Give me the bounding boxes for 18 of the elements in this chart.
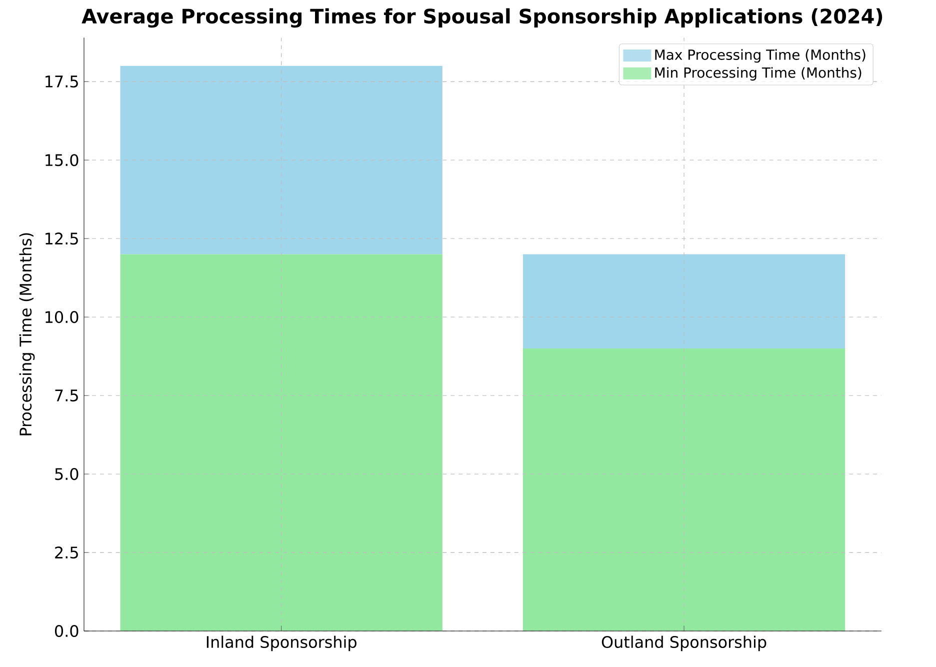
legend-label: Min Processing Time (Months) [655, 67, 862, 81]
y-tick-label: 17.5 [46, 76, 78, 88]
bar [120, 254, 442, 631]
y-tick-label: 2.5 [55, 546, 78, 559]
y-tick-label: 5.0 [55, 468, 78, 480]
x-tick-label: Inland Sponsorship [206, 636, 356, 652]
bar [120, 66, 442, 254]
chart-title: Average Processing Times for Spousal Sponsorship Applications (2024) [82, 8, 882, 28]
bar [522, 348, 846, 631]
y-tick-label: 7.5 [55, 390, 78, 402]
bar [522, 254, 846, 348]
x-tick-label: Outland Sponsorship [602, 636, 766, 652]
y-tick-label: 0.0 [55, 624, 78, 638]
y-tick-label: 12.5 [46, 232, 78, 245]
legend-label: Max Processing Time (Months) [655, 49, 866, 63]
y-tick-label: 15.0 [46, 154, 78, 166]
y-tick-label: 10.0 [46, 311, 78, 324]
y-axis-title: Processing Time (Months) [19, 233, 35, 436]
